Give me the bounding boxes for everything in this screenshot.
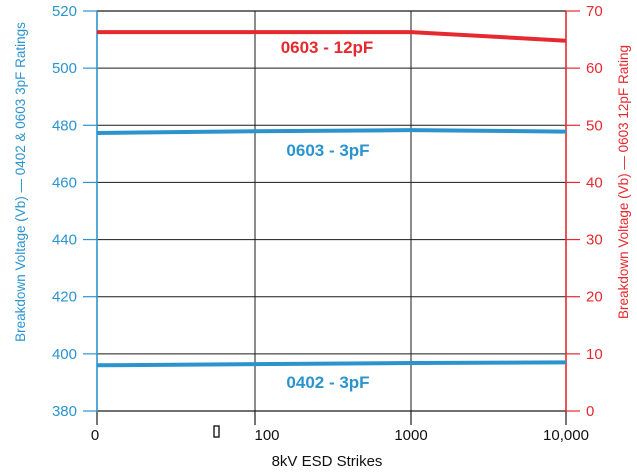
series-line-2: [96, 360, 567, 368]
series-label-1: 0603 - 3pF: [286, 141, 369, 160]
left-tick-label: 420: [52, 289, 77, 306]
x-tick-label: 1000: [394, 427, 427, 444]
left-tick-label: 480: [52, 117, 77, 134]
left-tick-label: 380: [52, 403, 77, 420]
x-marker-icon: [213, 425, 220, 438]
right-tick-label: 60: [586, 60, 603, 77]
left-tick-label: 460: [52, 174, 77, 191]
right-tick-label: 50: [586, 117, 603, 134]
right-tick-label: 0: [586, 403, 594, 420]
series-line-0: [97, 30, 567, 43]
x-tick-label: 100: [254, 427, 279, 444]
left-tick-label: 400: [52, 346, 77, 363]
right-tick-label: 20: [586, 289, 603, 306]
right-tick-label: 40: [586, 174, 603, 191]
x-tick-label: 0: [91, 427, 99, 444]
series-label-0: 0603 - 12pF: [281, 38, 374, 57]
x-axis-title: 8kV ESD Strikes: [272, 453, 383, 470]
right-tick-label: 30: [586, 232, 603, 249]
series-label-2: 0402 - 3pF: [286, 373, 369, 392]
left-tick-label: 520: [52, 3, 77, 20]
series-line-1: [96, 128, 567, 135]
left-axis-title: Breakdown Voltage (Vb) — 0402 & 0603 3pF…: [13, 22, 28, 342]
right-axis-title: Breakdown Voltage (Vb) — 0603 12pF Ratin…: [616, 45, 631, 319]
left-tick-label: 500: [52, 60, 77, 77]
left-tick-label: 440: [52, 232, 77, 249]
right-tick-label: 10: [586, 346, 603, 363]
right-tick-label: 70: [586, 3, 603, 20]
x-tick-label: 10,000: [543, 427, 589, 444]
